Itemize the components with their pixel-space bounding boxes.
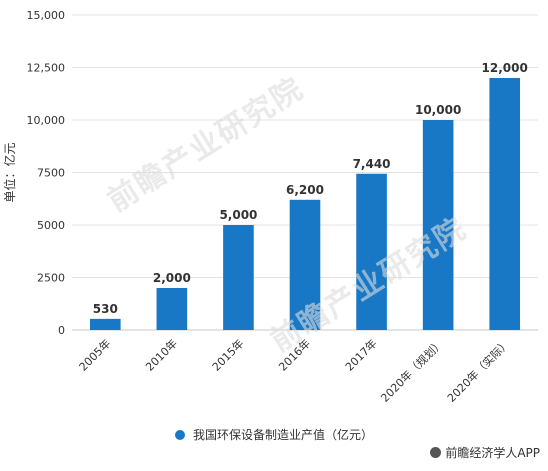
bar-value-label: 10,000 bbox=[415, 103, 461, 117]
bar bbox=[422, 120, 454, 330]
bar bbox=[289, 199, 321, 330]
bar-value-label: 6,200 bbox=[286, 183, 324, 197]
bar-value-label: 12,000 bbox=[482, 61, 528, 75]
x-tick-label: 2005年 bbox=[76, 336, 113, 373]
x-tick-label: 2017年 bbox=[342, 336, 379, 373]
bar bbox=[356, 173, 387, 330]
x-tick-label: 2020年（规划） bbox=[378, 336, 447, 405]
source-label: 前瞻经济学人APP bbox=[445, 446, 540, 460]
y-tick-label: 2500 bbox=[37, 272, 65, 285]
y-tick-label: 12,500 bbox=[27, 62, 66, 75]
bar bbox=[156, 288, 188, 330]
bar-value-label: 530 bbox=[93, 302, 118, 316]
legend-marker bbox=[174, 429, 185, 440]
wechat-icon bbox=[430, 447, 442, 458]
y-axis-title: 单位：亿元 bbox=[2, 142, 17, 202]
x-tick-label: 2010年 bbox=[143, 336, 180, 373]
bar bbox=[89, 318, 121, 330]
x-tick-label: 2016年 bbox=[276, 336, 313, 373]
x-tick-label: 2015年 bbox=[209, 336, 246, 373]
legend: 我国环保设备制造业产值（亿元） bbox=[0, 426, 548, 443]
bar-value-label: 5,000 bbox=[219, 208, 257, 222]
bar bbox=[489, 78, 521, 330]
y-tick-label: 5000 bbox=[37, 219, 65, 232]
y-tick-label: 0 bbox=[58, 324, 65, 337]
y-tick-label: 10,000 bbox=[27, 114, 66, 127]
bar bbox=[223, 225, 254, 330]
legend-label: 我国环保设备制造业产值（亿元） bbox=[192, 428, 373, 442]
x-tick-label: 2020年（实际） bbox=[444, 336, 513, 405]
y-tick-label: 15,000 bbox=[27, 9, 66, 22]
bar-value-label: 7,440 bbox=[353, 157, 391, 171]
y-tick-label: 7500 bbox=[37, 167, 65, 180]
source-credit: 前瞻经济学人APP bbox=[430, 444, 540, 461]
bar-value-label: 2,000 bbox=[153, 271, 191, 285]
